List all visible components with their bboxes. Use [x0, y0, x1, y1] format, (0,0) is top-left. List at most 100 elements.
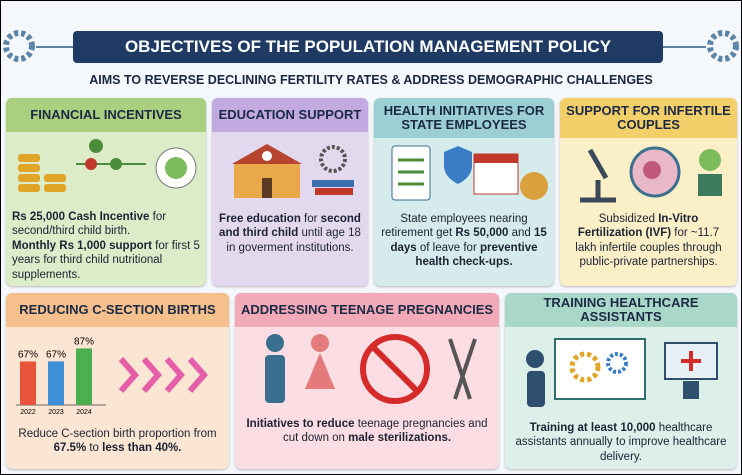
bar [20, 361, 36, 405]
text: teenage pregnancies and cut down on [282, 418, 488, 445]
text-bold: Initiatives to reduce [246, 418, 355, 430]
x-tick-label: 2022 [20, 409, 36, 416]
money-bag [520, 172, 548, 200]
page-subtitle: AIMS TO REVERSE DECLINING FERTILITY RATE… [89, 73, 653, 87]
text: for second/third child birth. [12, 211, 167, 238]
gear-icon [3, 30, 35, 62]
nucleus [643, 161, 661, 179]
prohibition-icon [360, 334, 430, 404]
panel-icons [265, 334, 477, 404]
gear-icon [707, 30, 739, 62]
text: healthcare assistants annually to improv… [515, 422, 727, 463]
panel: REDUCING C-SECTION BIRTHS 67% 2022 67% 2023… [6, 293, 229, 469]
panel-title: TRAINING HEALTHCARE ASSISTANTS [505, 293, 737, 327]
panel-title: HEALTH INITIATIVES FOR STATE EMPLOYEES [374, 98, 554, 138]
plant-icon [699, 149, 721, 171]
value-label: 87% [74, 336, 94, 347]
coin [89, 139, 103, 153]
bar [48, 361, 64, 405]
panel-title: SUPPORT FOR INFERTILE COUPLES [560, 98, 737, 138]
x-tick-label: 2023 [48, 409, 64, 416]
box-icon [698, 174, 722, 196]
food [165, 157, 187, 179]
trainer-body [527, 371, 545, 407]
text-bold: preventive health check-ups. [415, 241, 538, 269]
text-bold: male sterilizations. [348, 432, 452, 445]
panel-text: Rs 25,000 Cash Incentive for second/thir… [12, 210, 200, 282]
panel-icons [18, 139, 197, 192]
page-title: OBJECTIVES OF THE POPULATION MANAGEMENT … [73, 31, 663, 63]
prohibition-bar [369, 343, 421, 395]
value-label: 67% [18, 349, 38, 360]
panel-title: REDUCING C-SECTION BIRTHS [6, 293, 229, 327]
male-body [265, 355, 285, 403]
text-bold: Rs 25,000 Cash Incentive [12, 211, 150, 223]
panel: HEALTH INITIATIVES FOR STATE EMPLOYEES S… [374, 98, 554, 286]
text: Reduce C-section birth proportion from [18, 428, 217, 440]
clock [262, 151, 272, 161]
text: Subsidized [598, 213, 659, 225]
value-label: 67% [46, 349, 66, 360]
panel-text: State employees nearing retirement get R… [380, 212, 548, 270]
text-bold: 67.5% [53, 442, 87, 455]
panel: FINANCIAL INCENTIVES Rs 25,000 Cash Ince… [6, 98, 206, 286]
panel-text: Training at least 10,000 healthcare assi… [511, 421, 731, 464]
gear-icon [569, 351, 601, 383]
text: State employees nearing retirement get [381, 213, 528, 240]
female-icon [311, 334, 329, 352]
book [312, 180, 354, 187]
monitor-stand [683, 381, 699, 399]
coins-icon [18, 154, 66, 192]
text-bold: Monthly Rs 1,000 support [12, 239, 152, 252]
panel: TRAINING HEALTHCARE ASSISTANTS Training … [505, 293, 737, 469]
panel-icons [232, 144, 354, 198]
checklist [398, 158, 424, 186]
text: of leave for [416, 241, 480, 254]
text: for ~11.7 lakh infertile couples through… [575, 227, 722, 269]
text-bold: Free education [219, 213, 301, 225]
x-tick-label: 2024 [76, 409, 92, 416]
header-decor [3, 30, 739, 62]
panel-title: EDUCATION SUPPORT [212, 98, 368, 132]
panel-text: Reduce C-section birth proportion from 6… [12, 427, 223, 456]
panel-icons [526, 338, 718, 407]
text-bold: Training at least 10,000 [529, 422, 656, 434]
scissors-icon [448, 338, 477, 400]
panel-title: FINANCIAL INCENTIVES [6, 98, 206, 132]
mini-chart: 67% 2022 67% 2023 87% 2024 [16, 336, 208, 416]
door [262, 178, 272, 198]
trainer-icon [526, 350, 544, 368]
text: until age 18 in goverment institutions. [226, 227, 361, 254]
medical-cross [681, 351, 701, 371]
panel: ADDRESSING TEENAGE PREGNANCIES Initiativ… [235, 293, 499, 469]
panel-text: Free education for second and third chil… [218, 212, 362, 255]
node [85, 158, 97, 170]
text: for first 5 years for third child nutrit… [12, 239, 200, 281]
book [315, 188, 353, 195]
text-bold: In-Vitro Fertilization (IVF) [577, 213, 699, 240]
text-bold: Rs 50,000 [455, 227, 509, 240]
bar [76, 348, 92, 405]
gear-icon [606, 352, 628, 374]
panel: SUPPORT FOR INFERTILE COUPLES Subsidized… [560, 98, 737, 286]
male-icon [266, 334, 284, 352]
panel-icons [391, 145, 548, 201]
arrow-icons [118, 357, 208, 393]
shield-icon [444, 146, 472, 184]
panel-icons [580, 146, 722, 203]
text-bold: 15 days [390, 227, 547, 254]
text: to [86, 442, 103, 455]
panel: EDUCATION SUPPORT Free education for sec… [212, 98, 368, 286]
text: and [508, 227, 534, 240]
microscope-icon [580, 148, 616, 203]
panel-title: ADDRESSING TEENAGE PREGNANCIES [235, 293, 499, 327]
female-body [305, 353, 335, 389]
node [110, 158, 122, 170]
calendar-top [474, 154, 518, 163]
panel-text: Initiatives to reduce teenage pregnancie… [241, 417, 493, 446]
panel-text: Subsidized In-Vitro Fertilization (IVF) … [566, 212, 731, 270]
text-bold: second and third child [219, 213, 361, 240]
text-bold: less than 40%. [102, 442, 182, 455]
text: for [300, 213, 321, 225]
